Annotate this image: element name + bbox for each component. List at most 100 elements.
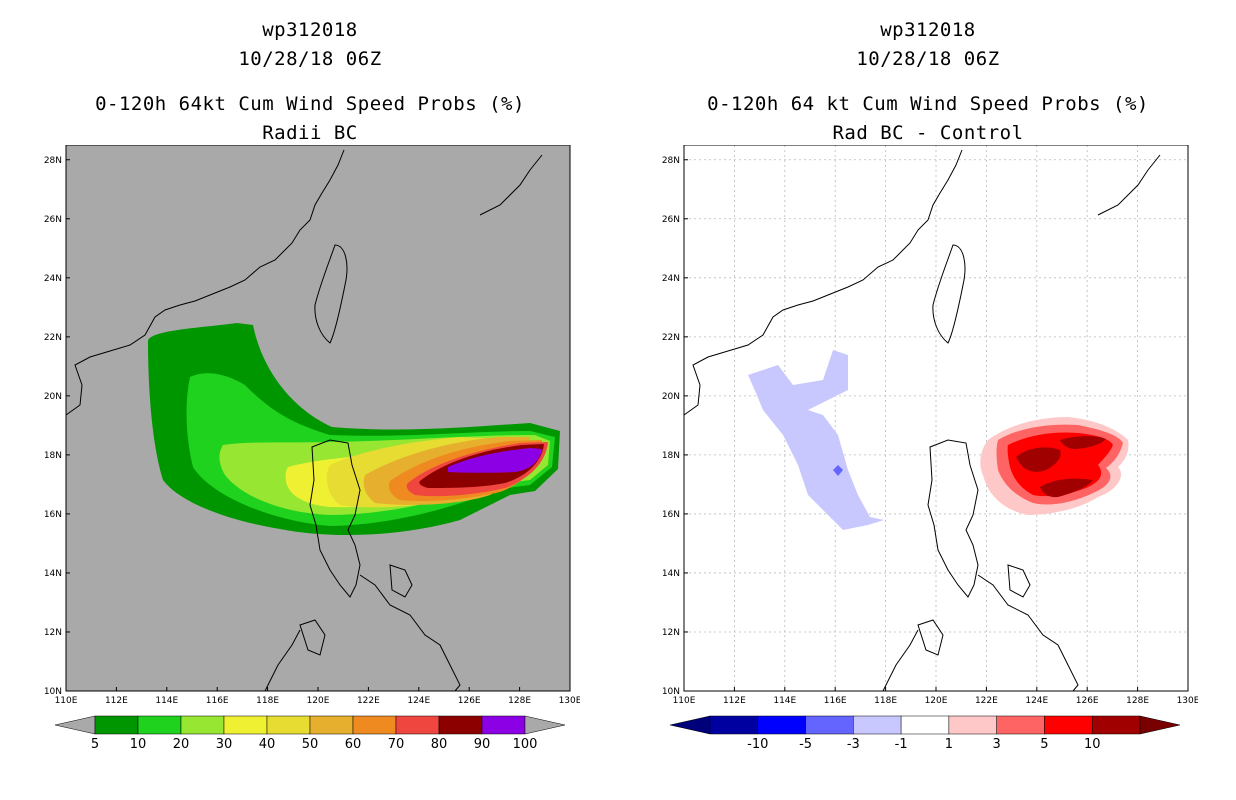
lat-tick-label: 12N [44,628,62,638]
colorbar-over-arrow [524,715,565,735]
colorbar-swatch [1091,715,1141,735]
lat-tick-label: 28N [662,156,680,166]
left-title-block: wp312018 10/28/18 06Z 0-120h 64kt Cum Wi… [60,16,560,148]
lat-tick-label: 14N [662,569,680,579]
lat-tick-label: 20N [662,392,680,402]
colorbar-label: -10 [747,737,768,752]
colorbar-swatch [223,715,268,735]
lon-tick-label: 122E [975,696,998,706]
colorbar-swatch [996,715,1045,735]
colorbar-label: 100 [513,737,538,752]
lat-tick-label: 10N [44,687,62,697]
lat-tick-label: 10N [662,687,680,697]
colorbar-swatch [94,715,139,735]
colorbar-label: 40 [259,737,276,752]
right-chart-title: 0-120h 64 kt Cum Wind Speed Probs (%) [707,93,1149,115]
lat-tick-label: 26N [662,215,680,225]
colorbar-label: -3 [847,737,860,752]
colorbar-swatch [266,715,311,735]
colorbar-swatch [900,715,950,735]
visayas [977,574,1079,692]
taiwan [314,244,348,344]
lon-tick-label: 120E [307,696,330,706]
lon-tick-label: 110E [55,696,78,706]
positive-diff-10b [1060,436,1106,449]
left-coastlines [65,149,543,692]
colorbar-under-arrow [55,715,96,735]
right-storm-id: wp312018 [880,19,976,41]
right-title-block: wp312018 10/28/18 06Z 0-120h 64 kt Cum W… [678,16,1178,148]
right-chart-subtitle: Rad BC - Control [832,122,1024,144]
colorbar-label: 3 [993,737,1001,752]
left-axis-labels: 110E 112E 114E 116E 118E 120E 122E 124E 126E 128E… [44,156,580,706]
colorbar-swatch [137,715,182,735]
china-coast [65,149,345,416]
lon-tick-label: 116E [824,696,847,706]
luzon [309,439,361,598]
lat-tick-label: 18N [44,451,62,461]
left-chart-subtitle: Radii BC [262,122,358,144]
lat-tick-label: 14N [44,569,62,579]
lat-tick-label: 18N [662,451,680,461]
right-axis-labels: 110E 112E 114E 116E 118E 120E 122E 124E 126E 128E… [662,156,1198,706]
luzon [927,439,979,598]
left-colorbar: 5 10 20 30 40 50 60 70 80 90 100 [55,715,565,752]
lat-tick-label: 16N [662,510,680,520]
taiwan [932,244,966,344]
colorbar-label: -5 [799,737,812,752]
right-coastlines [683,149,1161,692]
palawan [264,629,301,692]
colorbar-label: 10 [1084,737,1101,752]
lat-tick-label: 22N [662,333,680,343]
colorbar-swatch [948,715,997,735]
left-storm-id: wp312018 [262,19,358,41]
lon-tick-label: 114E [155,696,178,706]
lat-tick-label: 22N [44,333,62,343]
colorbar-label: 10 [130,737,147,752]
lon-tick-label: 126E [458,696,481,706]
lon-tick-label: 118E [256,696,279,706]
lat-tick-label: 16N [44,510,62,520]
mindoro [299,619,326,656]
colorbar-label: 20 [173,737,190,752]
colorbar-label: 80 [431,737,448,752]
lat-tick-label: 24N [44,274,62,284]
positive-diff-10a [1016,447,1061,472]
lon-tick-label: 118E [874,696,897,706]
colorbar-swatch [853,715,902,735]
left-probability-field [148,323,560,536]
colorbar-over-arrow [1139,715,1180,735]
lon-tick-label: 112E [105,696,128,706]
right-difference-field [748,350,1129,530]
colorbar-swatch [309,715,354,735]
band-90 [448,448,542,473]
lat-tick-label: 26N [44,215,62,225]
colorbar-swatch [805,715,854,735]
lon-tick-label: 130E [1177,696,1198,706]
colorbar-swatch [481,715,526,735]
colorbar-label: 70 [388,737,405,752]
colorbar-swatch [180,715,225,735]
colorbar-under-arrow [670,715,711,735]
mindoro [917,619,944,656]
samar [389,564,413,598]
lat-tick-label: 24N [662,274,680,284]
left-map: 110E 112E 114E 116E 118E 120E 122E 124E 126E 128E… [44,145,580,706]
lon-tick-label: 116E [206,696,229,706]
right-datetime: 10/28/18 06Z [856,48,1000,70]
samar [1007,564,1031,598]
negative-diff-light [748,350,884,530]
lon-tick-label: 110E [673,696,696,706]
lon-tick-label: 128E [508,696,531,706]
negative-diff-dot [833,465,843,476]
china-coast [683,149,963,416]
lon-tick-label: 126E [1076,696,1099,706]
right-map: 110E 112E 114E 116E 118E 120E 122E 124E 126E 128E… [662,145,1198,706]
colorbar-swatch [709,715,759,735]
lon-tick-label: 124E [1025,696,1048,706]
colorbar-label: 1 [945,737,953,752]
colorbar-label: 30 [216,737,233,752]
lon-tick-label: 128E [1126,696,1149,706]
japan-islands [1097,154,1161,216]
lat-tick-label: 12N [662,628,680,638]
